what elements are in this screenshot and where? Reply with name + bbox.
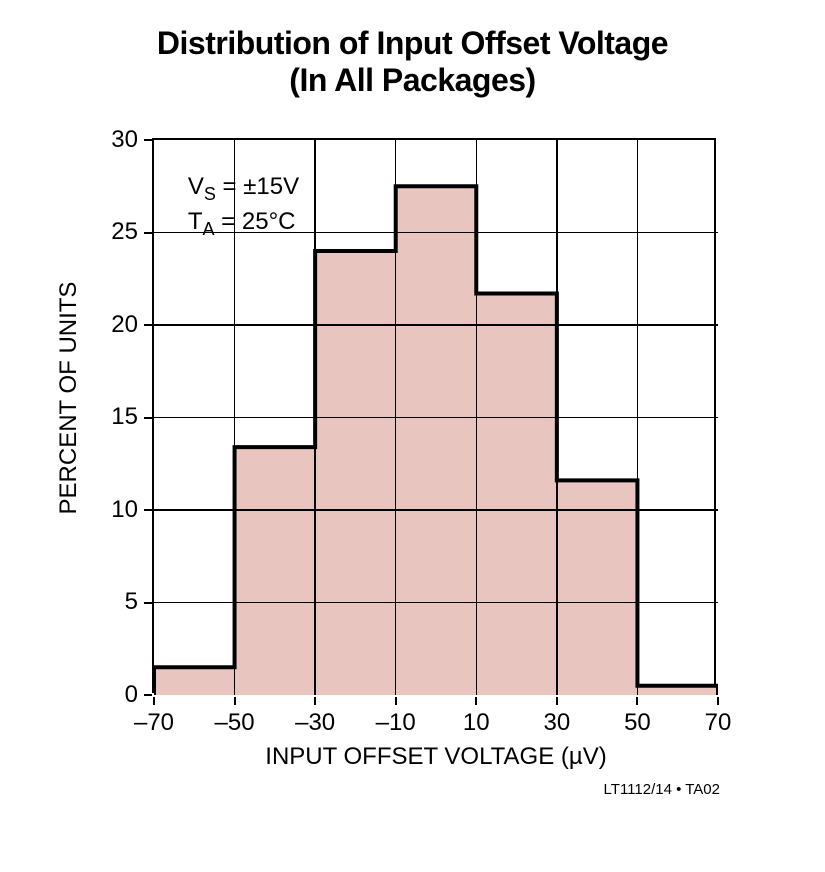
- ytick-mark: [144, 694, 152, 696]
- ytick-mark: [144, 324, 152, 326]
- xtick-label: –50: [195, 709, 275, 737]
- x-axis-label: INPUT OFFSET VOLTAGE (µV): [154, 743, 718, 771]
- ytick-label: 25: [78, 218, 138, 246]
- ytick-mark: [144, 417, 152, 419]
- xtick-label: 30: [517, 709, 597, 737]
- ytick-label: 20: [78, 311, 138, 339]
- annotation-line-1: VS = ±15V: [188, 171, 299, 206]
- ytick-mark: [144, 232, 152, 234]
- xtick-mark: [153, 697, 155, 705]
- xtick-label: 50: [597, 709, 677, 737]
- xtick-label: –10: [356, 709, 436, 737]
- ytick-label: 5: [78, 588, 138, 616]
- xtick-mark: [314, 697, 316, 705]
- chart-title: Distribution of Input Offset Voltage(In …: [0, 25, 825, 99]
- conditions-annotation: VS = ±15VTA = 25°C: [188, 171, 299, 241]
- xtick-label: 70: [678, 709, 758, 737]
- annotation-line-2: TA = 25°C: [188, 206, 299, 241]
- xtick-mark: [234, 697, 236, 705]
- xtick-mark: [556, 697, 558, 705]
- figure-code: LT1112/14 • TA02: [560, 781, 720, 798]
- xtick-mark: [636, 697, 638, 705]
- ytick-label: 10: [78, 496, 138, 524]
- y-axis-label: PERCENT OF UNITS: [55, 248, 83, 548]
- ytick-label: 0: [78, 681, 138, 709]
- ytick-label: 15: [78, 403, 138, 431]
- title-line-2: (In All Packages): [0, 62, 825, 99]
- ytick-mark: [144, 602, 152, 604]
- title-line-1: Distribution of Input Offset Voltage: [0, 25, 825, 62]
- ytick-label: 30: [78, 126, 138, 154]
- xtick-mark: [717, 697, 719, 705]
- ytick-mark: [144, 509, 152, 511]
- xtick-label: 10: [436, 709, 516, 737]
- xtick-label: –70: [114, 709, 194, 737]
- xtick-mark: [395, 697, 397, 705]
- ytick-mark: [144, 139, 152, 141]
- xtick-mark: [475, 697, 477, 705]
- xtick-label: –30: [275, 709, 355, 737]
